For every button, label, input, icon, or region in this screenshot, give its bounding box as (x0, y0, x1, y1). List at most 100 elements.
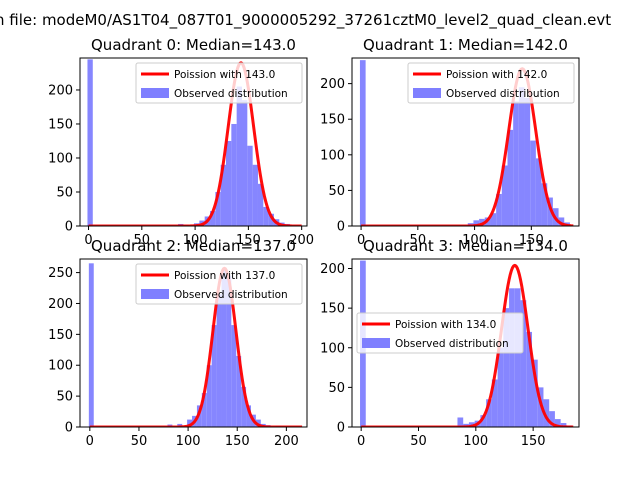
histogram-bar (558, 217, 565, 226)
histogram-bar (507, 129, 514, 226)
histogram-bar (87, 59, 93, 226)
quadrant-title: Quadrant 2: Median=137.0 (91, 237, 296, 255)
figure-suptitle: n file: modeM0/AS1T04_087T01_9000005292_… (0, 11, 611, 30)
y-tick-label: 50 (328, 381, 345, 396)
y-tick-label: 150 (320, 302, 345, 317)
histogram-bar (514, 288, 521, 427)
histogram-bar (518, 87, 525, 226)
histogram-bar (246, 405, 251, 427)
histogram-bar (520, 300, 527, 427)
histogram-bar (187, 419, 193, 427)
y-tick-label: 0 (337, 220, 345, 235)
legend-box (135, 62, 303, 104)
histogram-bar (247, 145, 253, 226)
x-tick-label: 150 (521, 434, 546, 449)
legend-observed-swatch (413, 88, 441, 98)
quadrant-3-panel: 0 50 100 150 0 50 100 150 200 Quadrant 3: Median=… (320, 237, 580, 449)
x-tick-label: 0 (357, 233, 365, 248)
axes-frame (79, 57, 308, 227)
histogram-bar (226, 275, 232, 427)
x-tick-label: 200 (289, 233, 314, 248)
histogram-bar (236, 355, 242, 427)
histogram-bar (560, 423, 567, 427)
legend: Poission with 142.0 Observed distribution (407, 62, 575, 104)
legend-fit-label: Poission with 137.0 (174, 270, 275, 282)
histogram-bar (526, 331, 532, 427)
legend-fit-label: Poission with 142.0 (446, 69, 547, 81)
y-tick-label: 200 (48, 83, 73, 98)
histogram-bar (263, 206, 269, 226)
legend-observed-label: Observed distribution (174, 289, 288, 301)
y-tick-label: 100 (320, 148, 345, 163)
x-tick-label: 50 (131, 434, 148, 449)
y-tick-label: 0 (337, 421, 345, 436)
histogram-bar (473, 220, 480, 226)
histogram-bar (88, 263, 94, 427)
x-tick-label: 100 (183, 233, 208, 248)
quadrant-title: Quadrant 0: Median=143.0 (91, 36, 296, 54)
legend-observed-label: Observed distribution (174, 88, 288, 100)
histogram-bar (513, 101, 519, 226)
legend-observed-label: Observed distribution (395, 338, 509, 350)
histogram-bar (252, 164, 258, 226)
y-tick-label: 50 (56, 185, 73, 200)
histogram-bar (231, 123, 237, 226)
histogram-bar (221, 269, 227, 427)
legend: Poission with 137.0 Observed distribution (135, 263, 303, 305)
histogram-bar (530, 140, 536, 226)
y-tick-label: 100 (48, 359, 73, 374)
legend-fit-label: Poission with 143.0 (174, 69, 275, 81)
legend-observed-swatch (141, 88, 169, 98)
histogram-bar (359, 60, 366, 226)
x-tick-label: 100 (463, 434, 488, 449)
histogram-bar (509, 288, 515, 427)
histogram-bar (543, 399, 550, 427)
histogram-bar (241, 386, 247, 427)
legend-box (407, 62, 575, 104)
x-tick-label: 0 (86, 434, 94, 449)
y-tick-label: 100 (320, 341, 345, 356)
y-tick-label: 50 (56, 390, 73, 405)
x-tick-label: 50 (410, 434, 427, 449)
histogram-bar (241, 100, 248, 226)
quadrant-1-panel: 0 50 100 150 0 50 100 150 200 Quadrant 1: Median=… (320, 36, 580, 248)
histogram-bar (531, 359, 538, 427)
histogram-bar (486, 399, 492, 427)
x-tick-label: 100 (462, 233, 487, 248)
x-tick-label: 50 (410, 233, 427, 248)
quadrant-title: Quadrant 1: Median=142.0 (363, 36, 568, 54)
histogram-bar (206, 365, 212, 427)
legend-observed-swatch (141, 289, 169, 299)
histogram-bar (201, 393, 207, 427)
legend-fit-label: Poission with 134.0 (395, 319, 496, 331)
y-tick-label: 100 (48, 151, 73, 166)
y-tick-label: 50 (328, 184, 345, 199)
histogram-bar (490, 213, 497, 226)
x-tick-label: 100 (176, 434, 201, 449)
x-tick-label: 150 (519, 233, 544, 248)
histogram-bar (479, 218, 485, 226)
x-tick-label: 50 (134, 233, 151, 248)
panels: 0 50 100 150 200 0 50 100 150 200 Quadrant 0: Medi… (48, 36, 580, 449)
axes-frame (351, 258, 580, 428)
legend-box (356, 312, 524, 354)
histogram-bar (480, 415, 487, 427)
y-tick-label: 150 (48, 328, 73, 343)
histogram-bar (231, 325, 237, 427)
histogram-bar (554, 419, 561, 427)
x-tick-label: 200 (274, 434, 299, 449)
legend-box (135, 263, 303, 305)
histogram-bar (236, 86, 242, 226)
histogram-bar (268, 213, 274, 226)
histogram-bar (257, 183, 264, 226)
histogram-bar (503, 308, 510, 427)
y-tick-label: 200 (320, 262, 345, 277)
histogram-bar (211, 325, 217, 427)
x-tick-label: 0 (357, 434, 365, 449)
y-tick-label: 0 (65, 220, 73, 235)
histogram-bar (215, 191, 221, 226)
histogram-bar (547, 197, 553, 226)
histogram-bar (457, 417, 464, 427)
x-tick-label: 150 (225, 434, 250, 449)
